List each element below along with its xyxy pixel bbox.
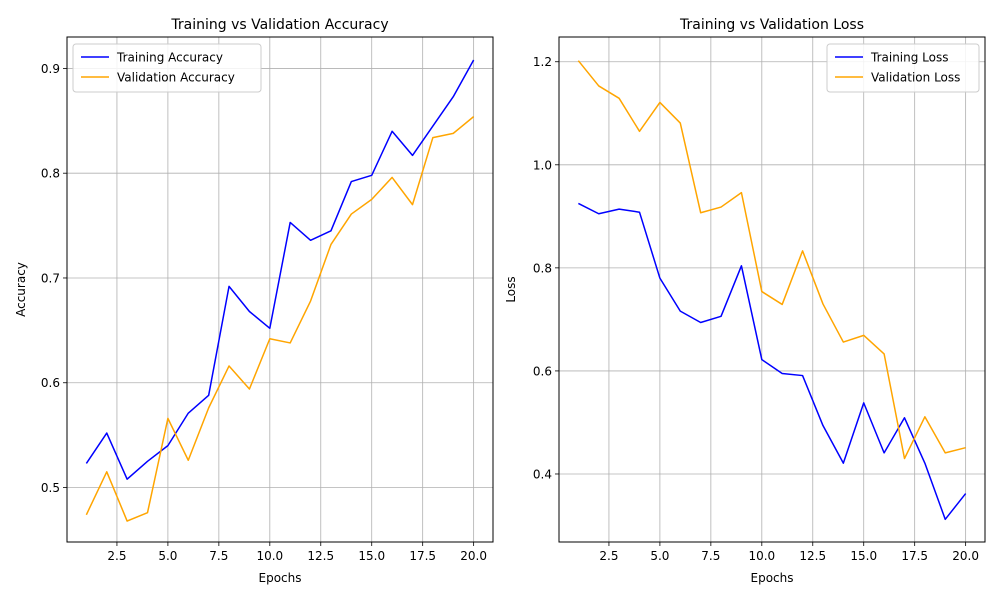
accuracy-x-tick-label: 10.0 [256, 549, 283, 563]
accuracy-chart: 2.5 5.0 7.5 10.0 12.5 15.0 17.5 20.0 0.5 0.6 0.7 0.… [14, 17, 494, 585]
validation-accuracy-legend-label: Validation Accuracy [117, 71, 235, 85]
training-loss-line [578, 202, 967, 521]
accuracy-lines [85, 59, 475, 522]
loss-y-tick-label: 1.2 [533, 55, 552, 69]
validation-loss-legend-label: Validation Loss [871, 71, 960, 85]
accuracy-y-tick-label: 0.8 [41, 167, 60, 181]
accuracy-ticks: 2.5 5.0 7.5 10.0 12.5 15.0 17.5 20.0 0.5 0.6 0.7 0.… [41, 62, 487, 563]
accuracy-x-axis-label: Epochs [259, 571, 302, 585]
accuracy-chart-title: Training vs Validation Accuracy [170, 17, 388, 33]
loss-grid [559, 37, 985, 542]
loss-x-tick-label: 5.0 [650, 549, 669, 563]
loss-legend-box [826, 43, 980, 93]
loss-chart-title: Training vs Validation Loss [679, 17, 864, 33]
loss-chart: 2.5 5.0 7.5 10.0 12.5 15.0 17.5 20.0 0.4 0.6 0.8 1.… [504, 17, 986, 585]
loss-x-tick-label: 12.5 [799, 549, 826, 563]
accuracy-x-tick-label: 5.0 [158, 549, 177, 563]
accuracy-x-tick-label: 15.0 [358, 549, 385, 563]
loss-plot-frame [558, 36, 986, 543]
accuracy-y-tick-label: 0.9 [41, 62, 60, 76]
loss-x-axis-label: Epochs [751, 571, 794, 585]
accuracy-y-axis-label: Accuracy [14, 262, 28, 317]
accuracy-plot-frame [66, 36, 494, 543]
accuracy-x-tick-label: 17.5 [409, 549, 436, 563]
loss-x-tick-label: 10.0 [748, 549, 775, 563]
loss-x-tick-label: 15.0 [850, 549, 877, 563]
accuracy-legend: Training Accuracy Validation Accuracy [72, 43, 262, 93]
loss-y-tick-label: 0.8 [533, 261, 552, 275]
training-loss-legend-label: Training Loss [870, 51, 948, 65]
loss-ticks: 2.5 5.0 7.5 10.0 12.5 15.0 17.5 20.0 0.4 0.6 0.8 1.… [533, 55, 979, 563]
training-accuracy-line [85, 59, 475, 480]
accuracy-y-tick-label: 0.6 [41, 376, 60, 390]
loss-y-tick-label: 1.0 [533, 158, 552, 172]
accuracy-y-tick-label: 0.5 [41, 481, 60, 495]
training-accuracy-legend-label: Training Accuracy [116, 51, 223, 65]
accuracy-x-tick-label: 7.5 [209, 549, 228, 563]
validation-loss-line [577, 60, 966, 460]
loss-x-tick-label: 17.5 [901, 549, 928, 563]
accuracy-x-tick-label: 2.5 [107, 549, 126, 563]
loss-y-axis-label: Loss [504, 276, 518, 302]
loss-legend: Training Loss Validation Loss [826, 43, 980, 93]
accuracy-y-tick-label: 0.7 [41, 271, 60, 285]
loss-y-tick-label: 0.4 [533, 467, 552, 481]
accuracy-x-tick-label: 12.5 [307, 549, 334, 563]
loss-y-tick-label: 0.6 [533, 364, 552, 378]
loss-lines [577, 60, 967, 521]
loss-x-tick-label: 7.5 [701, 549, 720, 563]
accuracy-x-tick-label: 20.0 [460, 549, 487, 563]
loss-x-tick-label: 2.5 [599, 549, 618, 563]
validation-accuracy-line [85, 116, 475, 522]
accuracy-legend-box [72, 43, 262, 93]
loss-x-tick-label: 20.0 [952, 549, 979, 563]
